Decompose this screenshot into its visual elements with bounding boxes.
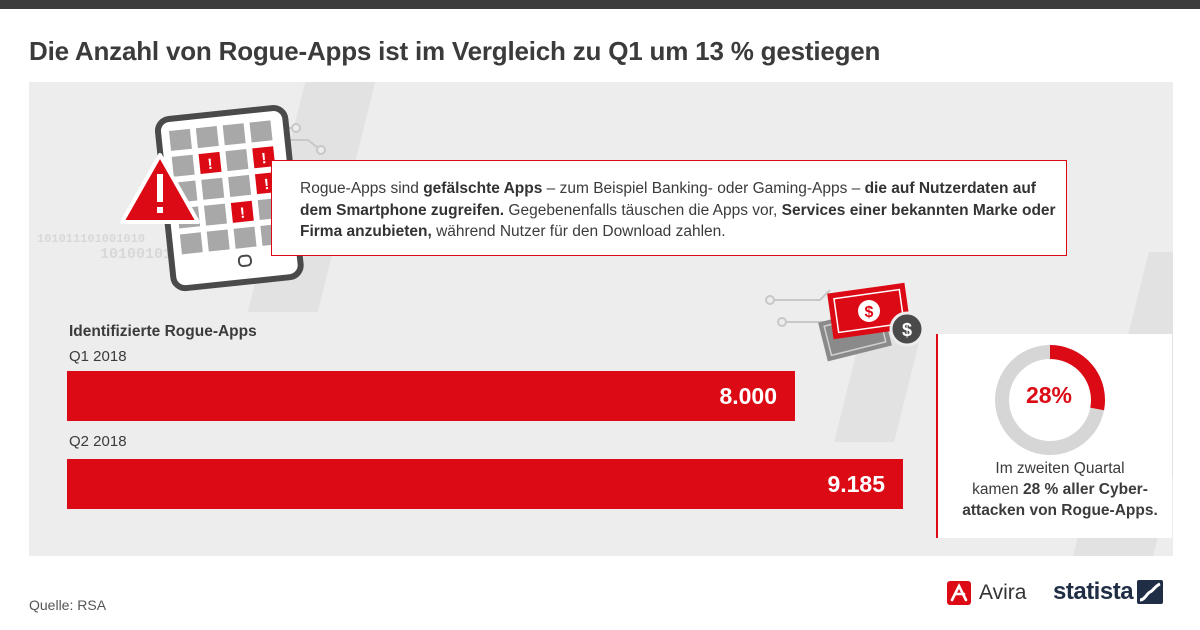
donut-segment (1049, 345, 1105, 411)
exclamation-icon: ! (263, 176, 270, 193)
app-tile (201, 177, 225, 200)
info-text-bold-segment: die auf Nutzerdaten auf dem Smartphone z… (300, 180, 1036, 219)
exclamation-icon: ! (261, 150, 268, 167)
binary-decor: 101011101001010 (37, 232, 146, 246)
top-bar (0, 0, 1200, 9)
warning-triangle-icon (120, 153, 200, 224)
avira-logo: Avira (947, 580, 1026, 606)
app-tile (171, 154, 195, 177)
svg-text:$: $ (902, 320, 912, 340)
binary-decor: 10100101 (100, 246, 173, 263)
donut-chart (995, 345, 1105, 455)
app-tile (206, 229, 230, 252)
app-tile (228, 174, 252, 197)
stat-description: Im zweiten Quartal kamen 28 % aller Cyber… (950, 458, 1170, 521)
statista-logo: statista (1053, 578, 1164, 606)
info-text: Rogue-Apps sind gefälschte Apps – zum Be… (300, 178, 1070, 243)
app-tile (225, 149, 249, 172)
app-tile (168, 128, 192, 151)
coin-icon: $ (889, 311, 925, 347)
avira-wordmark: Avira (979, 581, 1027, 604)
info-box (271, 160, 1067, 256)
stat-text-bold-segment: attacken von Rogue-Apps. (962, 502, 1158, 519)
stat-card-accent-line (936, 334, 938, 538)
stat-text-bold-segment: 28 % aller Cyber- (1022, 481, 1148, 498)
info-text-segment: während Nutzer für den Download zahlen. (431, 223, 726, 240)
stat-card (936, 334, 1172, 538)
app-tile (203, 203, 227, 226)
smartphone-illustration: !!!! (120, 105, 326, 292)
bar (67, 371, 795, 421)
app-tile (222, 123, 246, 146)
statista-wordmark: statista (1053, 578, 1134, 605)
circuit-lines-icon (765, 289, 831, 327)
info-text-segment: – zum Beispiel Banking- oder Gaming-Apps… (542, 180, 865, 197)
bar (67, 459, 903, 509)
info-text-bold-segment: gefälschte Apps (423, 180, 543, 197)
avira-icon (947, 581, 971, 605)
app-tile (233, 226, 257, 249)
alert-app-tile (230, 200, 254, 223)
stat-text-segment: kamen (972, 481, 1023, 498)
app-tile (179, 232, 203, 255)
category-label: Q2 2018 (69, 433, 127, 450)
alert-app-tile (252, 146, 276, 169)
info-text-segment: Gegebenenfalls täuschen die Apps vor, (504, 201, 782, 219)
donut-percent-label: 28% (1025, 382, 1073, 408)
category-label: Q1 2018 (69, 348, 127, 365)
info-text-segment: Rogue-Apps sind (300, 180, 424, 197)
banknote-icon: $ (818, 282, 911, 362)
app-tile (249, 120, 273, 143)
source-note: Quelle: RSA (29, 597, 107, 613)
svg-text:$: $ (865, 304, 874, 321)
alert-app-tile (198, 151, 222, 174)
bar-value-label: 8.000 (719, 383, 777, 409)
chart-title: Die Anzahl von Rogue-Apps ist im Verglei… (29, 36, 881, 66)
money-illustration: $ $ (765, 282, 925, 362)
chart-subtitle: Identifizierte Rogue-Apps (69, 323, 257, 340)
statista-icon (1137, 580, 1164, 604)
stat-text-segment: Im zweiten Quartal (995, 460, 1125, 477)
app-tile (195, 126, 219, 149)
exclamation-icon: ! (239, 205, 246, 222)
exclamation-icon: ! (207, 156, 214, 173)
info-text-bold-segment: Services einer bekannten Marke oder Firm… (300, 201, 1056, 241)
bar-value-label: 9.185 (827, 471, 885, 497)
